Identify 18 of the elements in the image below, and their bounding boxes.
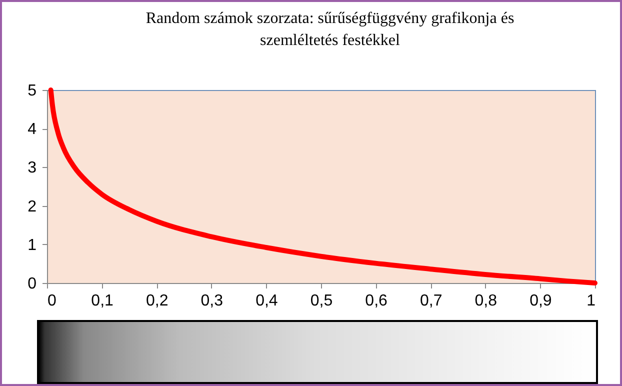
y-tick-label: 0 xyxy=(28,276,37,292)
x-tick-label: 0,3 xyxy=(200,292,224,310)
y-tick-label: 1 xyxy=(28,236,37,254)
x-tick-label: 0,6 xyxy=(365,292,388,310)
y-tick-label: 3 xyxy=(28,160,37,177)
x-tick-label: 0,8 xyxy=(474,292,498,310)
x-tick-label: 0,9 xyxy=(530,292,552,310)
x-tick-label: 0 xyxy=(48,292,56,310)
y-tick-label: 5 xyxy=(28,82,37,100)
x-tick-label: 1 xyxy=(586,292,596,310)
chart-title: Random számok szorzata: sűrűségfüggvény grafikonja és szemléltetés festékkel xyxy=(144,9,516,51)
x-tick-label: 0,1 xyxy=(91,292,114,310)
x-tick-label: 0,7 xyxy=(420,292,442,310)
x-tick-label: 0,5 xyxy=(310,292,333,310)
y-tick-label: 2 xyxy=(28,198,37,216)
x-tick-label: 0,4 xyxy=(256,292,278,310)
x-tick-label: 0,2 xyxy=(146,292,168,310)
y-tick-label: 4 xyxy=(28,121,37,138)
